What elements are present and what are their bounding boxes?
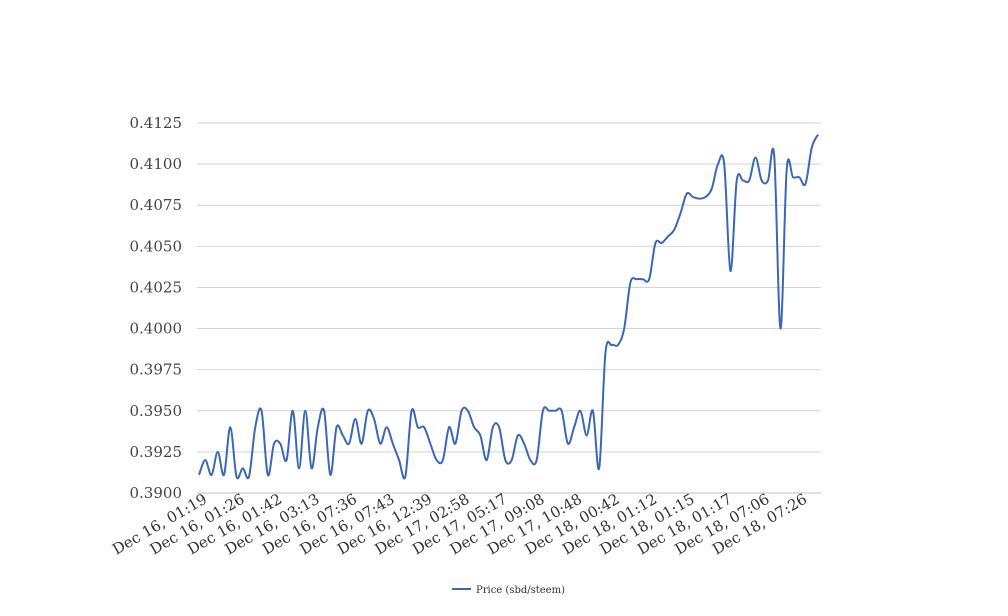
y-tick-label: 0.3950 (130, 402, 183, 420)
y-tick-label: 0.4075 (130, 196, 183, 214)
y-tick-label: 0.4125 (130, 114, 183, 132)
y-tick-label: 0.3925 (130, 443, 183, 461)
y-tick-label: 0.4000 (130, 320, 183, 338)
y-axis-tick-labels: 0.3900 0.3925 0.3950 0.3975 0.4000 0.4025 0.40… (130, 114, 183, 502)
y-tick-label: 0.3975 (130, 361, 183, 379)
legend: Price (sbd/steem) (452, 585, 565, 596)
y-tick-label: 0.3900 (130, 484, 183, 502)
series-layer (198, 134, 819, 480)
y-tick-label: 0.4100 (130, 155, 183, 173)
y-tick-label: 0.4050 (130, 237, 183, 255)
gridlines (197, 122, 821, 494)
y-tick-label: 0.4025 (130, 278, 183, 296)
legend-label-price: Price (sbd/steem) (476, 585, 565, 596)
series-line-price (198, 134, 819, 480)
